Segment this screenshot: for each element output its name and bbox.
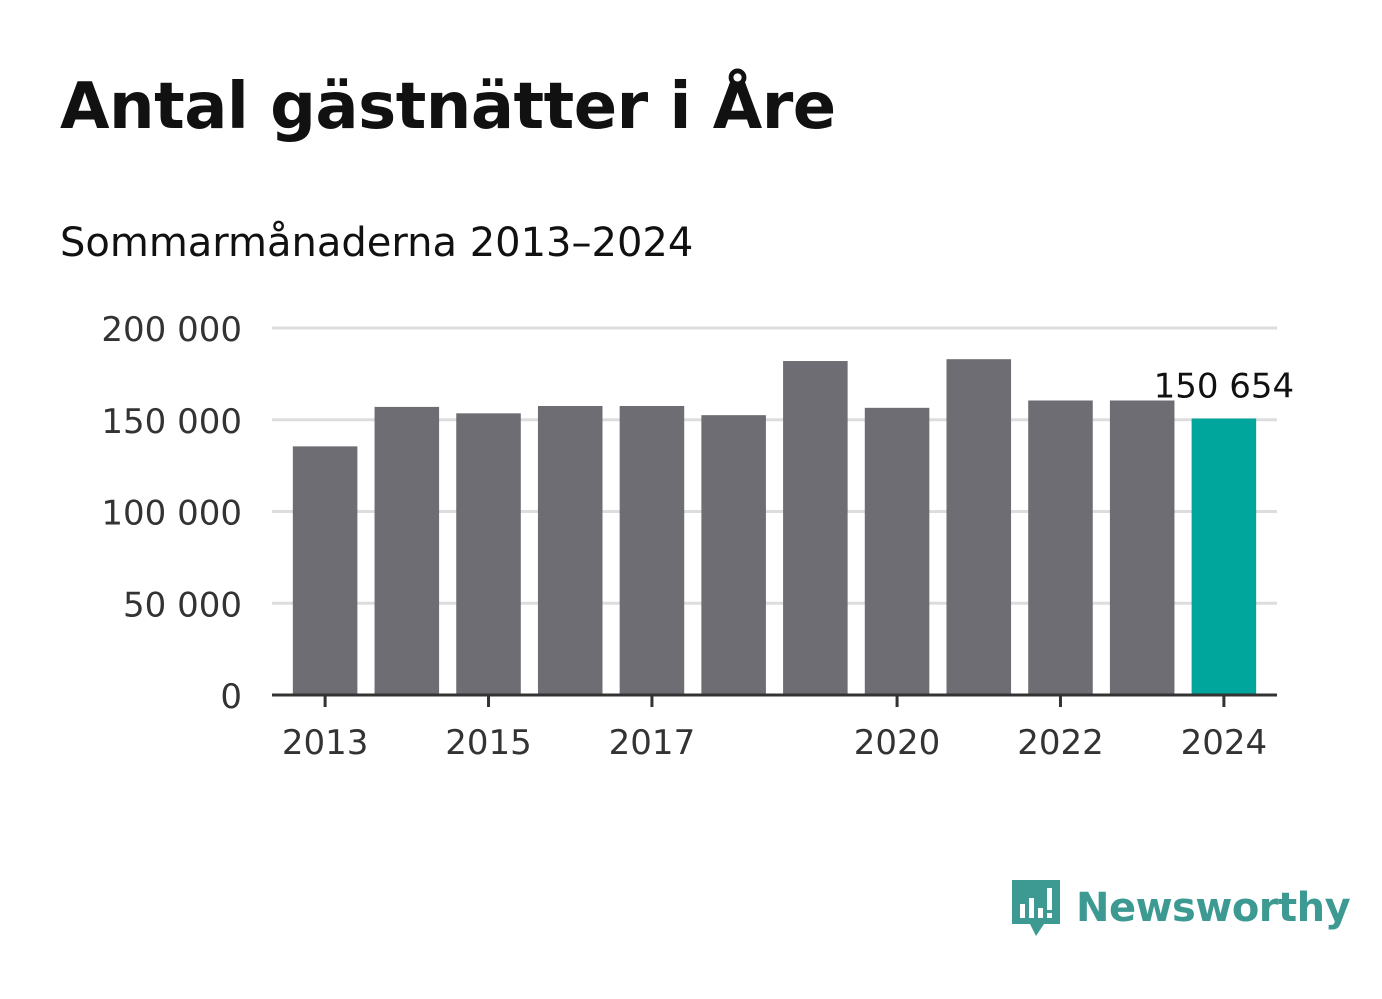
bar-2019: [783, 361, 848, 695]
x-tick-label: 2015: [445, 723, 532, 763]
y-tick-label: 50 000: [123, 585, 242, 625]
bar-2024: [1191, 418, 1257, 695]
bar-2021: [946, 359, 1012, 695]
newsworthy-logo: Newsworthy: [1010, 878, 1351, 938]
bar-2013: [292, 446, 358, 695]
bar-2020: [864, 407, 930, 695]
chart-subtitle: Sommarmånaderna 2013–2024: [60, 220, 694, 266]
x-axis-labels: 2013 2015 2017 2020 2022 2024: [282, 723, 1267, 763]
y-tick-label: 200 000: [101, 310, 242, 350]
chart-title: Antal gästnätter i Åre: [60, 70, 836, 144]
bars: [292, 359, 1257, 695]
y-tick-label: 100 000: [101, 494, 242, 534]
x-tick-label: 2024: [1181, 723, 1268, 763]
bar-2014: [374, 406, 440, 695]
y-tick-label: 150 000: [101, 402, 242, 442]
bar-2018: [701, 415, 766, 695]
newsworthy-logo-icon: [1012, 880, 1060, 936]
x-axis: [272, 693, 1277, 707]
data-label: 150 654: [1154, 367, 1295, 407]
bar-2022: [1028, 400, 1093, 695]
bar-2016: [537, 405, 603, 695]
bar-2023: [1109, 400, 1175, 695]
x-tick-label: 2022: [1017, 723, 1104, 763]
x-tick-label: 2020: [854, 723, 941, 763]
grid-lines: [272, 326, 1277, 605]
y-axis-labels: 0 50 000 100 000 150 000 200 000: [101, 310, 242, 717]
bar-2015: [456, 413, 521, 695]
logo-text: Newsworthy: [1076, 885, 1351, 931]
x-tick-label: 2017: [609, 723, 696, 763]
annotations: 150 654: [1151, 364, 1298, 410]
bar-2017: [619, 405, 685, 695]
y-tick-label: 0: [220, 677, 242, 717]
x-tick-label: 2013: [282, 723, 369, 763]
